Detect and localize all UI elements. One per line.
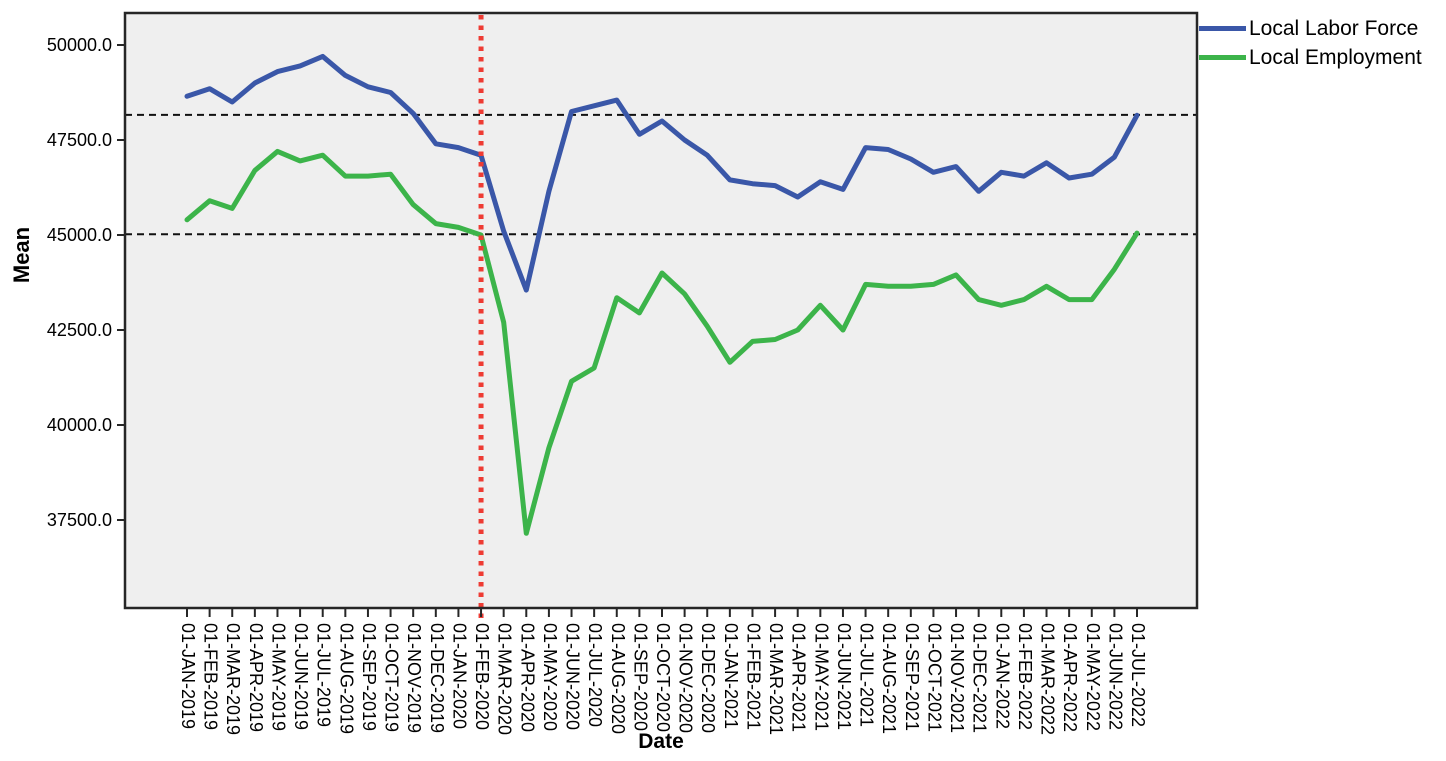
- y-tick-label: 37500.0: [47, 510, 112, 530]
- x-tick-label: 01-NOV-2020: [676, 623, 696, 733]
- y-tick-label: 42500.0: [47, 320, 112, 340]
- y-axis: 50000.0 47500.0 45000.0 42500.0 40000.0 37500…: [47, 35, 125, 530]
- x-tick-label: 01-APR-2019: [246, 623, 266, 732]
- x-tick-label: 01-APR-2020: [517, 623, 537, 732]
- x-tick-label: 01-AUG-2021: [879, 623, 899, 734]
- x-tick-label: 01-JAN-2021: [721, 623, 741, 729]
- y-axis-title: Mean: [9, 227, 34, 283]
- x-axis: 01-JAN-2019 01-FEB-2019 01-MAR-2019 01-APR-…: [178, 608, 1148, 735]
- x-tick-label: 01-JAN-2022: [992, 623, 1012, 729]
- x-tick-label: 01-MAY-2022: [1083, 623, 1103, 731]
- x-tick-label: 01-MAR-2022: [1038, 623, 1058, 735]
- x-tick-label: 01-MAY-2020: [540, 623, 560, 731]
- x-tick-label: 01-JAN-2020: [449, 623, 469, 729]
- x-tick-label: 01-MAR-2019: [223, 623, 243, 735]
- x-tick-label: 01-OCT-2021: [924, 623, 944, 732]
- x-tick-label: 01-JUN-2019: [291, 623, 311, 730]
- legend-item: Local Employment: [1199, 43, 1422, 72]
- x-tick-label: 01-JUL-2020: [585, 623, 605, 727]
- x-tick-label: 01-OCT-2019: [382, 623, 402, 732]
- y-tick-label: 40000.0: [47, 415, 112, 435]
- x-tick-label: 01-DEC-2020: [698, 623, 718, 733]
- plot-area: [125, 13, 1197, 608]
- x-tick-label: 01-MAR-2021: [766, 623, 786, 735]
- x-tick-label: 01-SEP-2021: [902, 623, 922, 731]
- x-tick-label: 01-JUL-2022: [1128, 623, 1148, 727]
- x-tick-label: 01-NOV-2019: [404, 623, 424, 733]
- x-tick-label: 01-JUN-2020: [563, 623, 583, 730]
- x-tick-label: 01-JAN-2019: [178, 623, 198, 729]
- x-tick-label: 01-NOV-2021: [947, 623, 967, 733]
- y-tick-label: 47500.0: [47, 130, 112, 150]
- x-tick-label: 01-MAR-2020: [495, 623, 515, 735]
- legend-label: Local Employment: [1249, 46, 1422, 69]
- x-tick-label: 01-OCT-2020: [653, 623, 673, 732]
- x-tick-label: 01-MAY-2021: [811, 623, 831, 731]
- x-tick-label: 01-FEB-2020: [472, 623, 492, 730]
- x-tick-label: 01-JUN-2022: [1105, 623, 1125, 730]
- x-tick-label: 01-FEB-2021: [743, 623, 763, 730]
- legend-swatch: [1199, 55, 1246, 60]
- y-tick-label: 45000.0: [47, 225, 112, 245]
- x-axis-title: Date: [638, 730, 684, 753]
- x-tick-label: 01-MAY-2019: [268, 623, 288, 731]
- legend-label: Local Labor Force: [1249, 17, 1419, 40]
- legend: Local Labor Force Local Employment: [1199, 14, 1422, 72]
- series-line-local-labor-force: [184, 53, 1140, 293]
- x-tick-label: 01-JUL-2021: [857, 623, 877, 727]
- x-tick-label: 01-JUL-2019: [314, 623, 334, 727]
- x-tick-label: 01-SEP-2020: [630, 623, 650, 731]
- legend-swatch: [1199, 26, 1246, 31]
- x-tick-label: 01-FEB-2022: [1015, 623, 1035, 730]
- x-tick-label: 01-FEB-2019: [201, 623, 221, 730]
- x-tick-label: 01-APR-2021: [789, 623, 809, 732]
- x-tick-label: 01-DEC-2019: [427, 623, 447, 733]
- y-tick-label: 50000.0: [47, 35, 112, 55]
- series-line-local-employment: [184, 148, 1140, 536]
- x-tick-label: 01-AUG-2019: [336, 623, 356, 734]
- x-tick-label: 01-APR-2022: [1060, 623, 1080, 732]
- x-tick-label: 01-DEC-2021: [970, 623, 990, 733]
- x-tick-label: 01-AUG-2020: [608, 623, 628, 734]
- x-tick-label: 01-JUN-2021: [834, 623, 854, 730]
- legend-item: Local Labor Force: [1199, 14, 1422, 43]
- x-tick-label: 01-SEP-2019: [359, 623, 379, 731]
